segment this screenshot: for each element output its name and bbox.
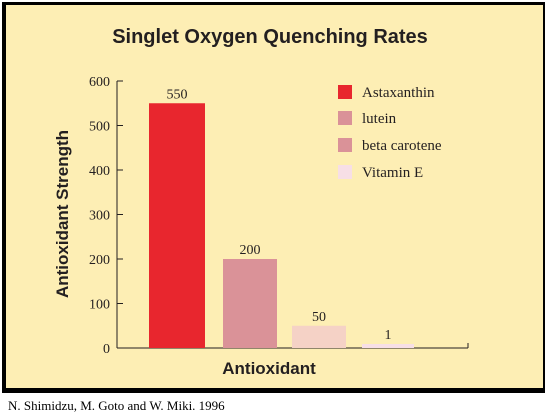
bar-data-label: 1	[385, 328, 392, 343]
legend-label: lutein	[362, 111, 397, 127]
bar	[292, 325, 346, 348]
bar-chart: Singlet Oxygen Quenching Rates Antioxida…	[53, 26, 469, 378]
y-tick-label: 600	[89, 75, 110, 90]
legend: Astaxanthin lutein beta carotene Vitamin E	[338, 85, 442, 181]
chart-title: Singlet Oxygen Quenching Rates	[112, 26, 428, 48]
y-tick-label: 100	[89, 298, 110, 313]
y-tick-label: 500	[89, 120, 110, 135]
bar-data-label: 50	[312, 310, 326, 325]
bar	[149, 103, 205, 348]
bar	[223, 259, 277, 348]
legend-swatch	[338, 138, 352, 152]
y-tick-label: 0	[103, 342, 110, 357]
legend-swatch	[338, 165, 352, 179]
y-tick-label: 300	[89, 209, 110, 224]
legend-label: beta carotene	[362, 138, 442, 154]
axes: 0 100 200 300 400 500 600	[89, 75, 469, 357]
bars: 550 200 50 1	[149, 87, 414, 348]
legend-swatch	[338, 85, 352, 99]
bar	[362, 344, 414, 348]
chart-panel: Singlet Oxygen Quenching Rates Antioxida…	[6, 5, 543, 388]
legend-label: Astaxanthin	[362, 85, 435, 101]
bar-data-label: 200	[240, 243, 261, 258]
legend-label: Vitamin E	[362, 165, 423, 181]
x-axis-label: Antioxidant	[222, 359, 316, 378]
bar-data-label: 550	[167, 87, 188, 102]
y-tick-label: 400	[89, 164, 110, 179]
y-axis-label: Antioxidant Strength	[53, 130, 72, 298]
legend-swatch	[338, 111, 352, 125]
y-tick-label: 200	[89, 253, 110, 268]
citation: N. Shimidzu, M. Goto and W. Miki. 1996	[8, 398, 225, 413]
